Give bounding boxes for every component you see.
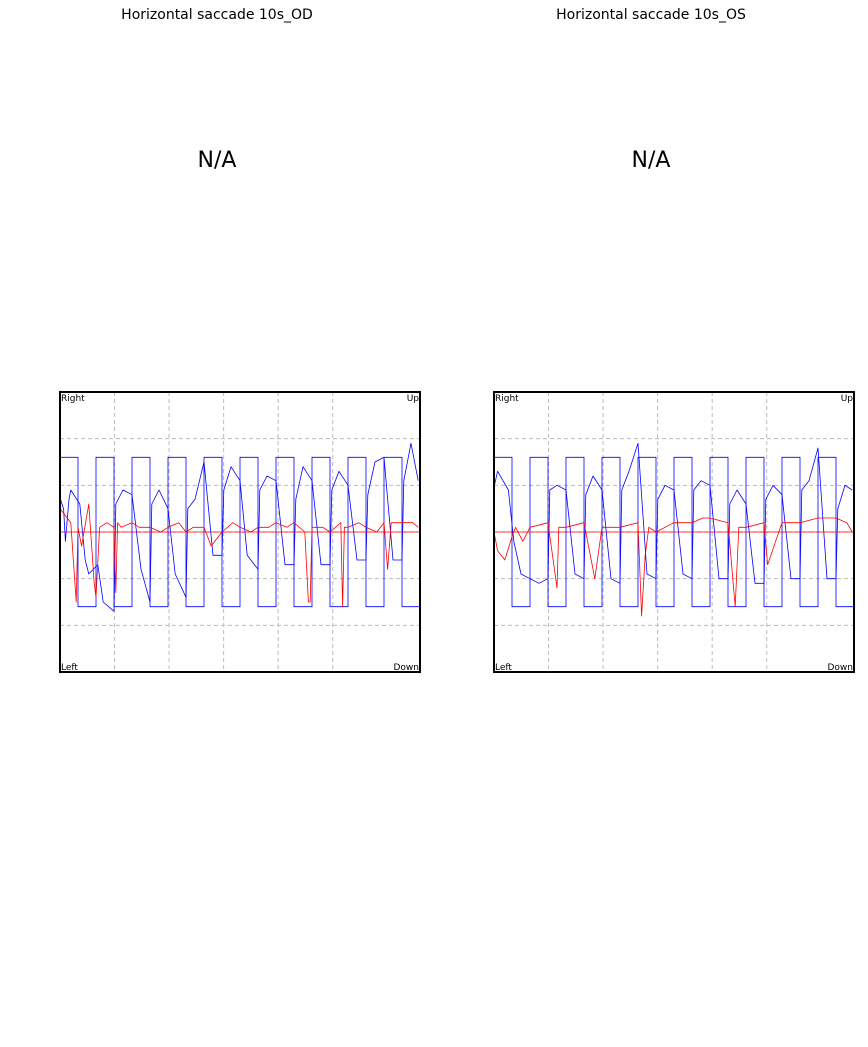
corner-label-bottom-left: Left [61, 663, 78, 673]
corner-label-bottom-left: Left [495, 663, 512, 673]
corner-label-top-left: Right [495, 394, 519, 404]
series-line-0 [493, 442, 853, 668]
plot-frame [493, 391, 855, 673]
panel-title-od: Horizontal saccade 10s_OD [121, 7, 313, 23]
corner-label-top-left: Right [61, 394, 85, 404]
corner-label-top-right: Up [407, 394, 420, 404]
series-line-2 [59, 503, 419, 608]
saccade-chart-os: Right Up Left Down [493, 391, 855, 673]
corner-label-bottom-right: Down [393, 663, 419, 673]
na-text-od: N/A [197, 148, 237, 173]
panel-od: Horizontal saccade 10s_OD N/A Right Up L… [59, 7, 421, 673]
corner-label-top-right: Up [841, 394, 854, 404]
panel-os: Horizontal saccade 10s_OS N/A Right Up L… [434, 0, 868, 1047]
series-line-2 [493, 517, 853, 617]
saccade-chart-od: Right Up Left Down [59, 391, 421, 673]
panel-title-os: Horizontal saccade 10s_OS [556, 7, 746, 23]
na-text-os: N/A [631, 148, 671, 173]
corner-label-bottom-right: Down [827, 663, 853, 673]
plot-frame [59, 391, 421, 673]
